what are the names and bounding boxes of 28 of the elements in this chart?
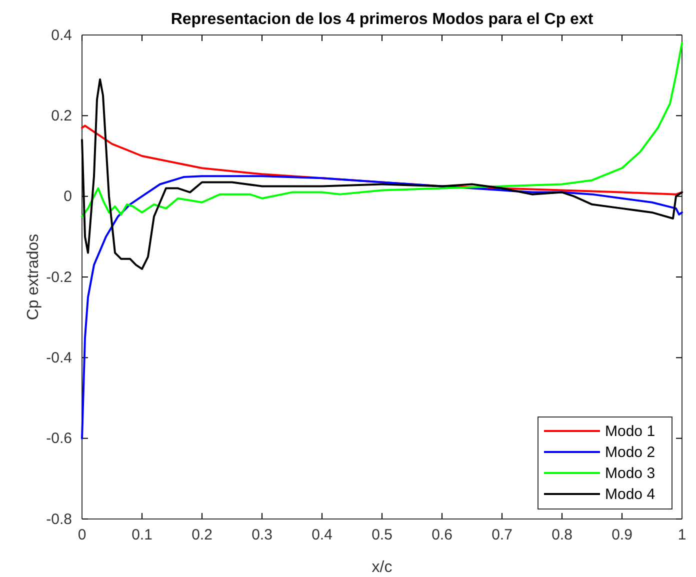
x-axis-title: x/c [372,559,392,576]
x-tick-label: 0.1 [132,526,152,544]
legend-label: Modo 3 [605,465,656,482]
y-tick-label: -0.2 [46,268,72,286]
y-tick-label: -0.4 [46,349,72,366]
legend-label: Modo 2 [605,444,656,461]
x-tick-label: 1 [678,526,686,544]
legend-label: Modo 1 [605,423,656,440]
x-tick-label: 0.9 [612,526,632,544]
x-tick-label: 0.8 [552,526,572,544]
y-tick-label: -0.6 [46,430,72,448]
line-series [81,78,683,270]
y-tick-label: 0.2 [51,107,72,124]
y-axis-title: Cp extrados [25,234,42,320]
x-tick-label: 0.2 [192,526,212,544]
line-series [81,42,683,218]
x-tick-label: 0 [78,526,86,544]
x-tick-label: 0.6 [432,526,452,544]
x-tick-label: 0.5 [372,526,392,544]
x-tick-label: 0.3 [252,526,272,544]
line-series [81,175,683,440]
legend-label: Modo 4 [605,486,656,503]
x-tick-label: 0.4 [312,526,332,544]
x-tick-label: 0.7 [492,526,512,544]
y-tick-label: 0.4 [51,26,72,44]
y-tick-label: -0.8 [46,510,72,528]
chart-title: Representacion de los 4 primeros Modos para el Cp ext [170,11,594,28]
y-tick-label: 0 [64,188,72,206]
